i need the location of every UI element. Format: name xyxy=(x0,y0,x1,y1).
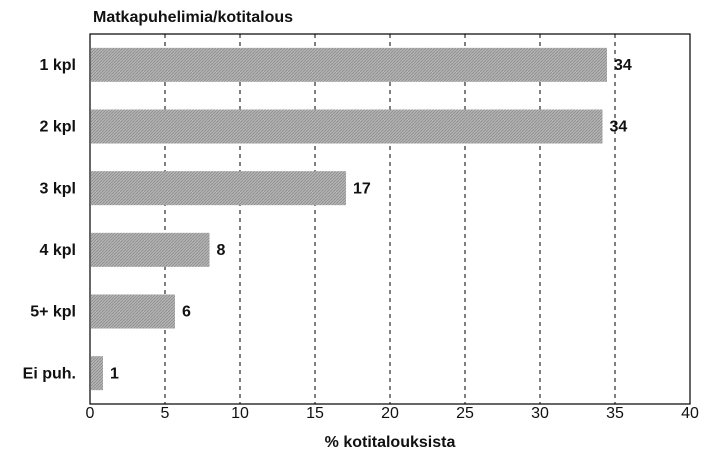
data-label: 1 xyxy=(110,365,119,382)
bar xyxy=(91,232,210,267)
y-tick-label: 2 kpl xyxy=(40,119,76,136)
data-label: 34 xyxy=(614,57,632,74)
bar xyxy=(91,171,346,206)
bar xyxy=(91,109,603,144)
bar xyxy=(91,294,175,329)
x-tick-label: 15 xyxy=(306,405,324,422)
y-tick-label: 4 kpl xyxy=(40,242,76,259)
y-tick-label: 1 kpl xyxy=(40,57,76,74)
data-label: 8 xyxy=(217,242,226,259)
x-tick-label: 0 xyxy=(86,405,95,422)
bar xyxy=(91,356,103,391)
x-tick-label: 20 xyxy=(381,405,399,422)
x-tick-label: 40 xyxy=(681,405,699,422)
y-tick-label: Ei puh. xyxy=(23,365,76,382)
x-tick-label: 5 xyxy=(161,405,170,422)
x-tick-label: 35 xyxy=(606,405,624,422)
plot-border xyxy=(89,33,691,405)
bar xyxy=(91,47,607,82)
x-tick-label: 25 xyxy=(456,405,474,422)
data-label: 17 xyxy=(353,180,371,197)
x-tick-label: 30 xyxy=(531,405,549,422)
data-label: 6 xyxy=(182,304,191,321)
y-tick-label: 3 kpl xyxy=(40,180,76,197)
data-label: 34 xyxy=(610,119,628,136)
x-axis-label: % kotitalouksista xyxy=(325,434,456,451)
chart-title: Matkapuhelimia/kotitalous xyxy=(93,9,293,26)
y-tick-label: 5+ kpl xyxy=(30,304,76,321)
x-tick-label: 10 xyxy=(231,405,249,422)
